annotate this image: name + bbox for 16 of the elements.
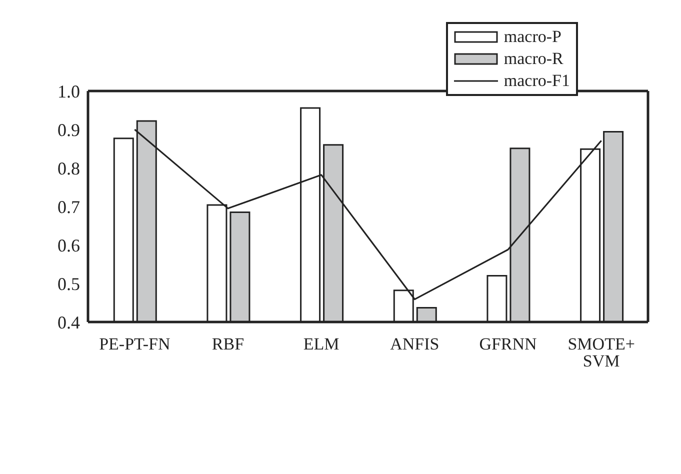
y-tick-label: 0.9 — [58, 120, 80, 140]
legend-label: macro-P — [504, 27, 562, 47]
y-tick-label: 0.5 — [58, 274, 80, 294]
y-tick-label: 1.0 — [58, 81, 80, 102]
x-tick-label: SMOTE+ SVM — [568, 334, 635, 370]
x-tick-label: ELM — [303, 334, 340, 354]
legend-label: macro-R — [504, 49, 564, 69]
y-tick-label: 0.7 — [58, 196, 80, 217]
y-tick-label: 0.6 — [58, 235, 80, 256]
y-tick-label: 0.8 — [58, 158, 80, 178]
legend-label: macro-F1 — [504, 71, 570, 91]
y-tick-label: 0.4 — [58, 312, 80, 332]
x-tick-label: ANFIS — [390, 334, 440, 354]
x-tick-label: RBF — [212, 334, 244, 354]
x-tick-label: GFRNN — [479, 334, 537, 354]
x-tick-label: PE-PT-FN — [99, 334, 170, 354]
